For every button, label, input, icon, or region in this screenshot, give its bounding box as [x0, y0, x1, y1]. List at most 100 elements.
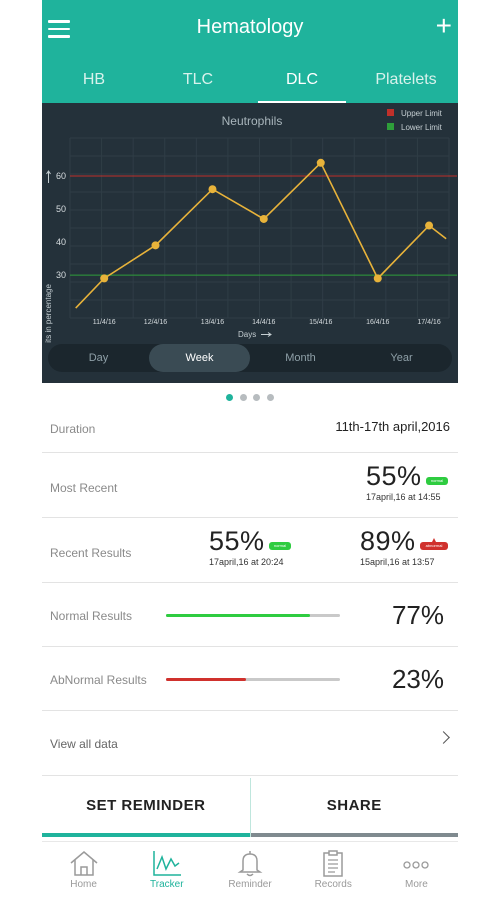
nav-reminder[interactable]: Reminder	[208, 842, 291, 900]
y-axis-arrow-icon	[46, 170, 51, 183]
recent-result-date: 17april,16 at 20:24	[209, 557, 284, 567]
status-badge: normal	[269, 541, 291, 550]
abnormal-results-value: 23%	[391, 664, 444, 694]
page-indicator	[42, 388, 458, 406]
x-axis-label: Days	[238, 330, 256, 339]
data-point	[208, 185, 217, 194]
y-axis-label: Units in percentage	[44, 284, 53, 343]
recent-results-row: Recent Results 55% normal 17april,16 at …	[42, 518, 458, 583]
data-point	[425, 221, 434, 230]
recent-result-value: 89%	[360, 526, 416, 556]
legend-swatch	[387, 109, 394, 116]
range-selector: Day Week Month Year	[48, 344, 452, 372]
chart-legend: Upper Limit Lower Limit	[387, 109, 443, 132]
abnormal-results-label: AbNormal Results	[50, 673, 147, 687]
x-tick-label: 13/4/16	[201, 319, 224, 326]
chart-panel: Neutrophils 30 40 50 60 11/4/16 12/4/16 13/4/…	[42, 103, 458, 383]
menu-icon[interactable]	[48, 20, 70, 40]
y-tick-label: 30	[56, 270, 66, 280]
add-icon[interactable]: +	[435, 10, 452, 41]
x-tick-label: 11/4/16	[93, 319, 116, 326]
chart-grid	[69, 137, 450, 319]
y-ticks: 30 40 50 60	[56, 171, 66, 280]
range-year[interactable]: Year	[390, 352, 413, 364]
x-ticks: 11/4/16 12/4/16 13/4/16 14/4/16 15/4/16 16/4/…	[93, 319, 441, 326]
recent-results-label: Recent Results	[50, 546, 132, 560]
page-dot[interactable]	[226, 394, 234, 401]
more-icon	[403, 861, 430, 869]
data-point	[259, 214, 268, 223]
range-day[interactable]: Day	[88, 352, 109, 364]
page-title: Hematology	[196, 16, 304, 38]
x-axis-arrow-icon	[261, 332, 272, 337]
duration-row: Duration 11th-17th april,2016	[42, 405, 458, 453]
view-all-data-row[interactable]: View all data	[42, 711, 458, 776]
normal-results-value: 77%	[391, 600, 444, 630]
recent-result-item[interactable]: 55% normal 17april,16 at 20:24	[209, 526, 291, 567]
status-badge: abnormal	[420, 537, 448, 550]
page-dot[interactable]	[253, 394, 261, 401]
series-line	[75, 158, 447, 309]
abnormal-results-row: AbNormal Results 23%	[42, 647, 458, 711]
tab-platelets[interactable]: Platelets	[375, 71, 437, 88]
x-tick-label: 17/4/16	[417, 319, 440, 326]
home-icon	[70, 851, 98, 876]
normal-results-row: Normal Results 77%	[42, 583, 458, 647]
limit-lines	[70, 175, 457, 276]
nav-records[interactable]: Records	[292, 842, 375, 900]
neutrophils-chart: Neutrophils 30 40 50 60 11/4/16 12/4/16 13/4/…	[44, 109, 457, 343]
data-point	[316, 158, 325, 167]
page-dot[interactable]	[239, 394, 247, 401]
nav-tracker[interactable]: Tracker	[125, 842, 208, 900]
y-tick-label: 40	[56, 237, 66, 247]
duration-label: Duration	[50, 422, 96, 436]
nav-home[interactable]: Home	[42, 842, 125, 900]
nav-label: More	[405, 879, 428, 890]
series-line-path	[75, 161, 447, 309]
chevron-right-icon	[437, 731, 450, 744]
tab-tlc[interactable]: TLC	[182, 71, 214, 88]
legend-swatch	[387, 123, 394, 130]
tracker-icon	[153, 851, 181, 876]
range-week[interactable]: Week	[149, 344, 250, 372]
abnormal-progress-track	[166, 678, 340, 681]
most-recent-date: 17april,16 at 14:55	[366, 492, 441, 502]
app-header: Hematology + HB TLC DLC Platelets	[42, 0, 458, 103]
abnormal-progress-fill	[166, 678, 247, 681]
status-badge: normal	[426, 476, 448, 485]
most-recent-label: Most Recent	[50, 481, 118, 495]
action-buttons: SET REMINDER SHARE	[42, 778, 458, 837]
normal-results-label: Normal Results	[50, 609, 133, 623]
y-tick-label: 60	[56, 171, 66, 181]
x-tick-label: 16/4/16	[366, 319, 389, 326]
recent-result-value: 55%	[209, 526, 265, 556]
data-point	[373, 274, 382, 283]
tab-bar: HB TLC DLC Platelets	[42, 60, 458, 103]
chart-title: Neutrophils	[222, 114, 283, 128]
bottom-nav: Home Tracker Reminder Records	[42, 841, 458, 900]
most-recent-row: Most Recent 55% normal 17april,16 at 14:…	[42, 453, 458, 518]
nav-label: Tracker	[150, 879, 184, 890]
tab-hb[interactable]: HB	[82, 71, 106, 88]
nav-label: Home	[70, 879, 97, 890]
data-point	[100, 274, 109, 283]
x-tick-label: 14/4/16	[252, 319, 275, 326]
legend-label: Upper Limit	[401, 109, 443, 118]
x-tick-label: 15/4/16	[309, 319, 332, 326]
most-recent-result: 55% normal 17april,16 at 14:55	[366, 461, 448, 502]
share-button[interactable]: SHARE	[250, 778, 459, 837]
tab-dlc[interactable]: DLC	[250, 60, 354, 103]
page-dot[interactable]	[266, 394, 274, 401]
app-screen: Hematology + HB TLC DLC Platelets Neutro…	[42, 0, 458, 900]
clipboard-icon	[323, 850, 343, 877]
nav-more[interactable]: More	[375, 842, 458, 900]
y-tick-label: 50	[56, 204, 66, 214]
range-month[interactable]: Month	[285, 352, 316, 364]
set-reminder-button[interactable]: SET REMINDER	[42, 778, 251, 837]
x-tick-label: 12/4/16	[144, 319, 167, 326]
recent-result-item[interactable]: 89% abnormal 15april,16 at 13:57	[360, 526, 448, 567]
nav-label: Reminder	[228, 879, 272, 890]
legend-label: Lower Limit	[401, 123, 443, 132]
data-point	[151, 241, 160, 250]
normal-progress-track	[166, 614, 340, 617]
